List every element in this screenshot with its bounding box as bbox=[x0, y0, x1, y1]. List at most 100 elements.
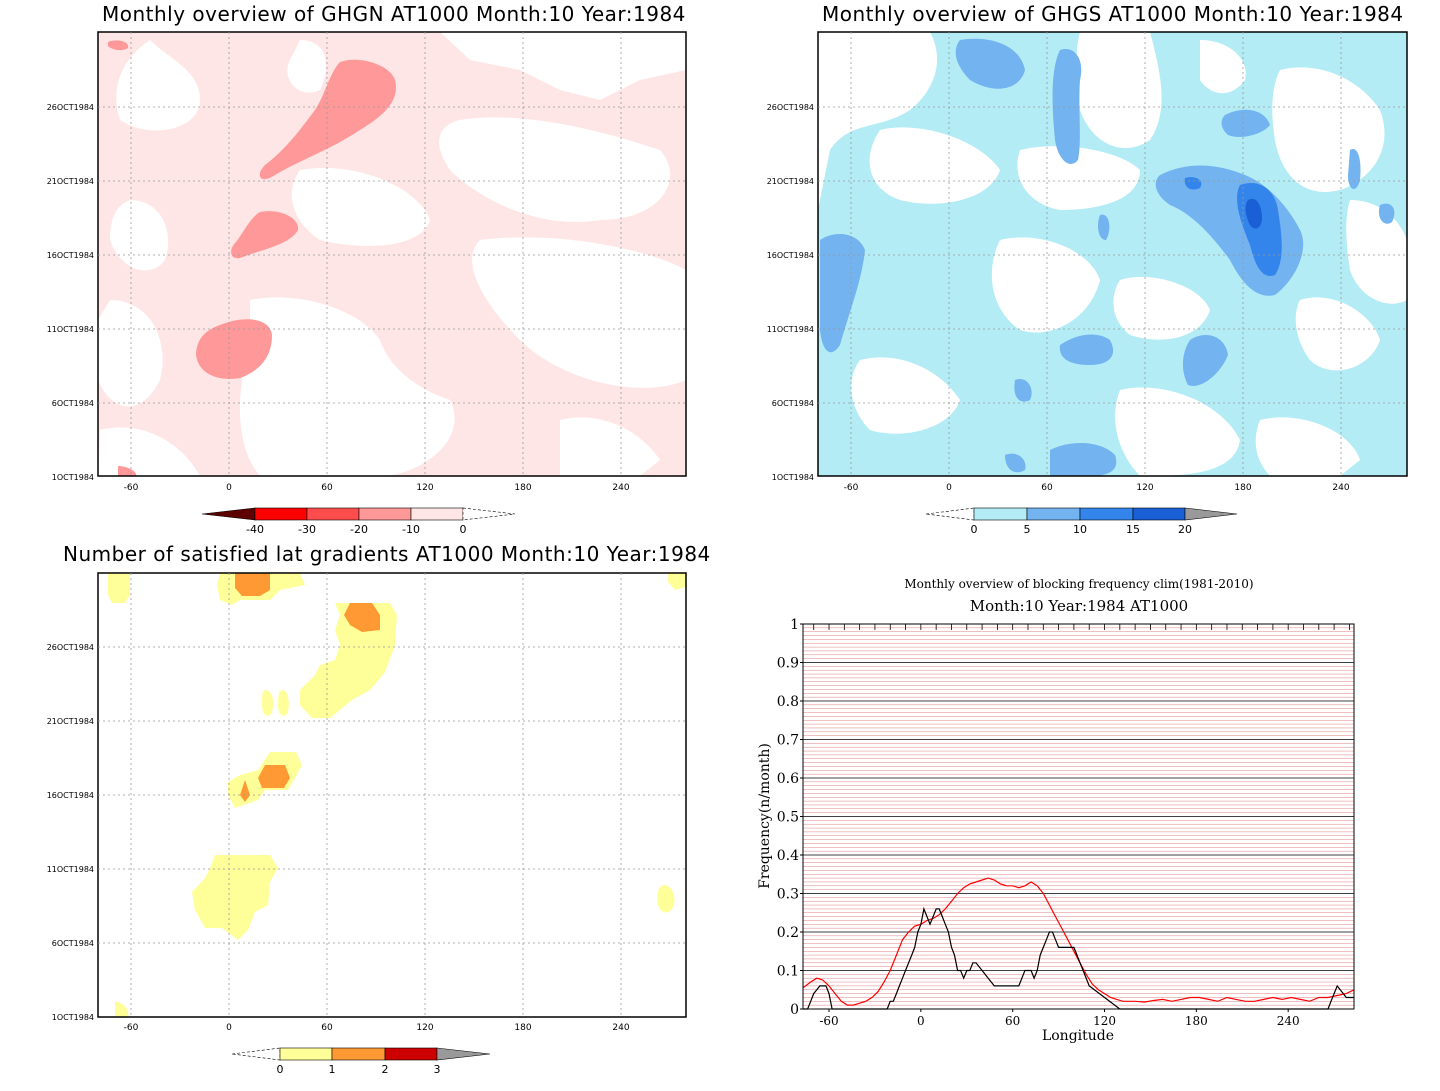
ghgn-minus10-areas bbox=[108, 40, 396, 476]
ghgn-colorbar bbox=[201, 507, 516, 521]
colorbar-label: -30 bbox=[298, 523, 316, 536]
ghgn-colorbar-labels: -40 -30 -20 -10 0 bbox=[246, 523, 466, 536]
ghgn-zero-areas bbox=[98, 32, 686, 476]
x-tick: 240 bbox=[1332, 483, 1349, 493]
y-tick-label: 0.7 bbox=[777, 733, 799, 749]
x-tick: 180 bbox=[1234, 483, 1251, 493]
ghgs-colorbar-labels: 0 5 10 15 20 bbox=[971, 523, 1193, 536]
y-tick-label: 0.3 bbox=[777, 887, 799, 903]
y-tick: 16OCT1984 bbox=[47, 791, 94, 800]
y-tick-label: 0.8 bbox=[777, 694, 799, 710]
y-tick: 26OCT1984 bbox=[47, 643, 94, 652]
gradients-colorbar-labels: 0 1 2 3 bbox=[277, 1063, 441, 1076]
y-tick: 16OCT1984 bbox=[47, 251, 94, 260]
line-chart-subtitle: Month:10 Year:1984 AT1000 bbox=[970, 597, 1188, 615]
x-tick-label: -60 bbox=[819, 1014, 838, 1028]
colorbar-label: 5 bbox=[1024, 523, 1031, 536]
colorbar-label: 0 bbox=[971, 523, 978, 536]
y-tick-label: 0.6 bbox=[777, 771, 799, 787]
ghgs-colorbar bbox=[925, 507, 1238, 521]
x-tick: 60 bbox=[321, 483, 333, 493]
line-chart-xlabel: Longitude bbox=[1042, 1028, 1114, 1044]
ghgs-x-ticks: -60 0 60 120 180 240 bbox=[844, 483, 1350, 493]
x-tick: 240 bbox=[612, 483, 629, 493]
y-tick: 21OCT1984 bbox=[47, 177, 94, 186]
colorbar-label: 2 bbox=[382, 1063, 389, 1076]
ghgs-gridlines bbox=[818, 32, 1407, 476]
line-chart-ylabel: Frequency(n/month) bbox=[757, 743, 773, 889]
x-tick: -60 bbox=[124, 483, 139, 493]
colorbar-label: 0 bbox=[277, 1063, 284, 1076]
y-tick-label: 0.4 bbox=[777, 848, 799, 864]
x-tick: 120 bbox=[416, 483, 433, 493]
y-tick: 1OCT1984 bbox=[52, 1013, 94, 1022]
colorbar-label: 3 bbox=[434, 1063, 441, 1076]
ghgs-15-areas bbox=[1245, 198, 1262, 229]
y-tick-label: 0.5 bbox=[777, 810, 799, 826]
line-chart-grid bbox=[803, 624, 1354, 1006]
y-tick-label: 0.9 bbox=[777, 656, 799, 672]
x-tick: 0 bbox=[226, 483, 232, 493]
y-tick: 11OCT1984 bbox=[47, 325, 94, 334]
x-tick: 180 bbox=[514, 483, 531, 493]
colorbar-label: 15 bbox=[1126, 523, 1140, 536]
y-tick: 16OCT1984 bbox=[767, 251, 814, 260]
x-tick: -60 bbox=[844, 483, 859, 493]
y-tick-label: 1 bbox=[790, 617, 799, 633]
y-tick: 11OCT1984 bbox=[767, 325, 814, 334]
x-tick: 120 bbox=[416, 1023, 433, 1033]
line-chart-x-ticks: -60 0 60 120 180 240 bbox=[819, 1009, 1300, 1028]
x-tick: 120 bbox=[1136, 483, 1153, 493]
y-tick-label: 0 bbox=[790, 1002, 799, 1018]
y-tick: 26OCT1984 bbox=[767, 103, 814, 112]
x-tick-label: 240 bbox=[1277, 1014, 1300, 1028]
x-tick: 60 bbox=[1041, 483, 1053, 493]
x-tick-label: 0 bbox=[917, 1014, 925, 1028]
colorbar-label: 0 bbox=[460, 523, 467, 536]
x-tick-label: 180 bbox=[1185, 1014, 1208, 1028]
y-tick: 1OCT1984 bbox=[52, 473, 94, 482]
ghgn-y-ticks: 1OCT1984 6OCT1984 11OCT1984 16OCT1984 21… bbox=[47, 103, 94, 482]
y-tick: 21OCT1984 bbox=[767, 177, 814, 186]
series-line-red bbox=[802, 877, 1355, 1006]
y-tick-label: 0.1 bbox=[777, 964, 799, 980]
ghgs-y-ticks: 1OCT1984 6OCT1984 11OCT1984 16OCT1984 21… bbox=[767, 103, 814, 482]
ghgn-gridlines bbox=[98, 32, 686, 476]
ghgn-title: Monthly overview of GHGN AT1000 Month:10… bbox=[102, 2, 686, 26]
ghgs-map: -60 0 60 120 180 240 1OCT1984 6OCT1984 1… bbox=[767, 31, 1408, 536]
colorbar-label: 1 bbox=[329, 1063, 336, 1076]
colorbar-label: 10 bbox=[1073, 523, 1087, 536]
x-tick: 240 bbox=[612, 1023, 629, 1033]
colorbar-label: 20 bbox=[1178, 523, 1192, 536]
y-tick: 6OCT1984 bbox=[52, 399, 94, 408]
colorbar-label: -10 bbox=[402, 523, 420, 536]
y-tick-label: 0.2 bbox=[777, 925, 799, 941]
gradients-level2-areas bbox=[235, 573, 380, 802]
y-tick: 11OCT1984 bbox=[47, 865, 94, 874]
x-tick: 0 bbox=[226, 1023, 232, 1033]
line-chart-y-ticks: 0 0.1 0.2 0.3 0.4 0.5 0.6 0.7 0.8 0.9 1 bbox=[777, 617, 803, 1018]
line-chart-title: Monthly overview of blocking frequency c… bbox=[904, 577, 1253, 591]
x-tick: -60 bbox=[124, 1023, 139, 1033]
x-tick: 180 bbox=[514, 1023, 531, 1033]
ghgs-zero-areas bbox=[818, 32, 1407, 476]
gradients-colorbar bbox=[231, 1047, 491, 1061]
x-tick: 60 bbox=[321, 1023, 333, 1033]
y-tick: 6OCT1984 bbox=[52, 939, 94, 948]
gradients-x-ticks: -60 0 60 120 180 240 bbox=[124, 1023, 630, 1033]
gradients-title: Number of satisfied lat gradients AT1000… bbox=[63, 542, 711, 566]
x-tick-label: 120 bbox=[1093, 1014, 1116, 1028]
y-tick: 21OCT1984 bbox=[47, 717, 94, 726]
gradients-gridlines bbox=[98, 573, 686, 1017]
colorbar-label: -40 bbox=[246, 523, 264, 536]
x-tick: 0 bbox=[946, 483, 952, 493]
y-tick: 6OCT1984 bbox=[772, 399, 814, 408]
colorbar-label: -20 bbox=[350, 523, 368, 536]
ghgn-map: -60 0 60 120 180 240 1OCT1984 6OCT1984 1… bbox=[47, 31, 687, 536]
y-tick: 1OCT1984 bbox=[772, 473, 814, 482]
y-tick: 26OCT1984 bbox=[47, 103, 94, 112]
blocking-frequency-chart: Monthly overview of blocking frequency c… bbox=[757, 577, 1355, 1044]
gradients-map: -60 0 60 120 180 240 1OCT1984 6OCT1984 1… bbox=[47, 572, 687, 1076]
ghgn-x-ticks: -60 0 60 120 180 240 bbox=[124, 483, 630, 493]
gradients-y-ticks: 1OCT1984 6OCT1984 11OCT1984 16OCT1984 21… bbox=[47, 643, 94, 1022]
